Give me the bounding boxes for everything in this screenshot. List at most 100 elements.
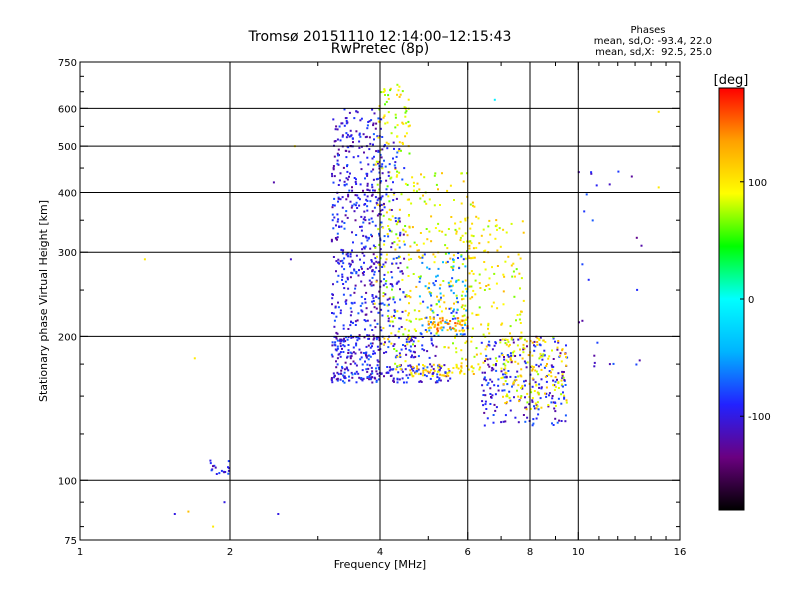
- data-point: [442, 294, 445, 297]
- data-point: [369, 283, 372, 286]
- data-point: [475, 353, 478, 356]
- data-point: [429, 292, 432, 295]
- data-point: [407, 125, 410, 128]
- data-point: [368, 354, 371, 357]
- data-point: [411, 366, 414, 369]
- data-point: [338, 352, 341, 355]
- data-point: [368, 136, 371, 139]
- data-point: [475, 313, 478, 316]
- data-point: [352, 346, 355, 349]
- data-point: [440, 365, 443, 368]
- data-point: [533, 344, 535, 347]
- data-point: [411, 226, 414, 229]
- data-point: [526, 401, 529, 404]
- data-point: [506, 383, 509, 386]
- data-point: [470, 365, 473, 368]
- data-point: [349, 294, 352, 297]
- data-point: [410, 258, 413, 260]
- data-point: [445, 261, 448, 264]
- x-axis: 1 2 4 6 8 10 16: [77, 62, 686, 558]
- data-point: [363, 284, 366, 287]
- data-point: [452, 265, 455, 268]
- data-point: [457, 320, 460, 323]
- data-point: [421, 324, 424, 327]
- data-point: [417, 275, 420, 278]
- data-point: [509, 399, 512, 402]
- data-point: [390, 188, 393, 191]
- data-point: [484, 371, 486, 374]
- data-point: [395, 282, 398, 285]
- data-point: [409, 339, 412, 342]
- data-point: [408, 258, 410, 261]
- data-point: [368, 218, 371, 221]
- data-point: [342, 293, 345, 296]
- data-point: [423, 253, 426, 256]
- data-point: [482, 389, 485, 392]
- data-point: [404, 106, 407, 109]
- data-point: [338, 262, 341, 265]
- data-point: [346, 178, 349, 181]
- data-point: [336, 138, 339, 141]
- data-point: [565, 344, 567, 347]
- data-point: [362, 189, 364, 192]
- data-point: [410, 368, 413, 371]
- data-point: [532, 378, 535, 381]
- data-point: [356, 339, 359, 342]
- data-point: [427, 327, 430, 330]
- data-point: [522, 346, 525, 349]
- data-point: [502, 273, 505, 276]
- data-point: [504, 373, 507, 376]
- data-point: [499, 341, 502, 344]
- data-point: [371, 235, 373, 238]
- data-point: [640, 244, 643, 247]
- data-point: [335, 366, 338, 369]
- data-point: [519, 337, 522, 340]
- data-point: [343, 184, 346, 187]
- data-point: [509, 409, 512, 412]
- data-point: [444, 244, 447, 247]
- data-point: [404, 309, 407, 312]
- data-point: [439, 373, 442, 376]
- data-point: [520, 310, 523, 313]
- data-point: [515, 379, 518, 381]
- data-point: [373, 155, 375, 158]
- data-point: [382, 295, 385, 298]
- data-point: [214, 466, 217, 469]
- data-point: [339, 312, 342, 315]
- data-point: [446, 260, 449, 263]
- data-point: [509, 325, 512, 328]
- data-point: [509, 356, 512, 359]
- data-point: [433, 326, 436, 329]
- data-point: [392, 199, 395, 202]
- data-point: [556, 378, 558, 381]
- data-point: [435, 303, 438, 306]
- data-point: [450, 266, 453, 268]
- data-point: [383, 89, 386, 92]
- data-point: [335, 125, 338, 128]
- colorbar: [718, 87, 745, 511]
- data-point: [407, 253, 410, 256]
- data-point: [444, 371, 447, 374]
- data-point: [366, 267, 369, 270]
- data-point: [397, 371, 400, 374]
- data-point: [387, 171, 390, 174]
- data-point: [376, 214, 379, 217]
- data-point: [564, 420, 567, 423]
- data-point: [345, 132, 348, 135]
- data-point: [398, 95, 401, 98]
- data-point: [433, 369, 436, 372]
- data-point: [362, 133, 365, 136]
- data-point: [630, 175, 633, 178]
- data-point: [412, 340, 415, 343]
- data-point: [354, 372, 356, 375]
- data-point: [351, 186, 353, 189]
- data-point: [374, 326, 377, 329]
- data-point: [397, 256, 400, 259]
- data-point: [521, 387, 524, 390]
- data-point: [501, 322, 504, 325]
- data-point: [388, 366, 391, 369]
- data-point: [426, 350, 429, 353]
- data-point: [430, 332, 433, 335]
- data-point: [434, 255, 437, 258]
